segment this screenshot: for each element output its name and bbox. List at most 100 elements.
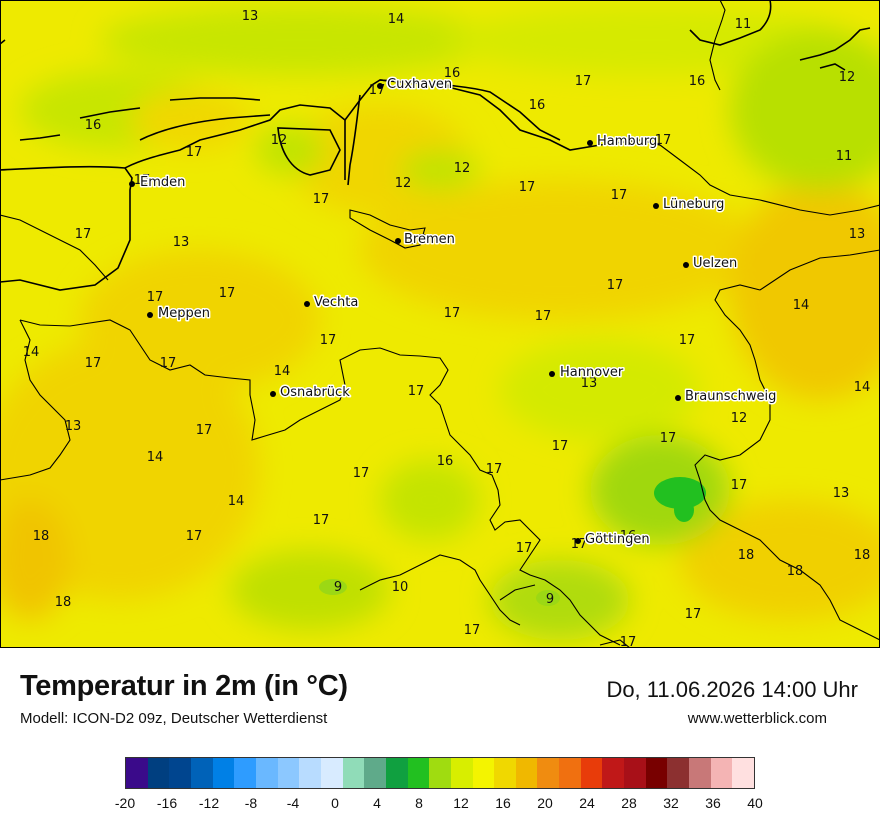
- legend-color-cell: [472, 758, 495, 788]
- map-footer: Temperatur in 2m (in °C) Modell: ICON-D2…: [0, 648, 880, 830]
- value-label: 16: [529, 98, 546, 113]
- legend-tick-label: 4: [373, 795, 381, 811]
- value-label: 18: [55, 595, 72, 610]
- value-label: 13: [849, 227, 866, 242]
- svg-text:Göttingen: Göttingen: [585, 532, 650, 547]
- legend-color-cell: [429, 758, 451, 788]
- legend-color-cell: [559, 758, 581, 788]
- value-label: 17: [660, 431, 677, 446]
- value-label: 14: [388, 12, 405, 27]
- legend-color-cell: [537, 758, 560, 788]
- value-label: 17: [313, 192, 330, 207]
- city-goettingen: Göttingen: [575, 531, 651, 549]
- value-label: 16: [444, 66, 461, 81]
- svg-text:Cuxhaven: Cuxhaven: [387, 77, 452, 92]
- value-label: 17: [611, 188, 628, 203]
- legend-color-cell: [624, 758, 646, 788]
- legend-color-cell: [277, 758, 300, 788]
- legend-tick-label: -12: [198, 795, 220, 811]
- value-label: 17: [160, 356, 177, 371]
- value-label: 17: [444, 306, 461, 321]
- value-label: 18: [787, 564, 804, 579]
- green-patches: [319, 477, 706, 606]
- value-label: 17: [620, 635, 637, 648]
- value-label: 17: [353, 466, 370, 481]
- city-dot-icon: [270, 391, 276, 397]
- legend-color-cell: [126, 758, 148, 788]
- cities: Cuxhaven Hamburg Emden Lüneburg Bremen U…: [129, 76, 778, 549]
- forecast-datetime: Do, 11.06.2026 14:00 Uhr: [606, 677, 858, 702]
- svg-text:Hannover: Hannover: [560, 365, 624, 380]
- value-label: 17: [571, 537, 588, 552]
- legend-color-cell: [450, 758, 473, 788]
- value-label: 17: [134, 173, 151, 188]
- legend-color-cell: [407, 758, 430, 788]
- legend-tick-label: 36: [705, 795, 721, 811]
- city-dot-icon: [653, 203, 659, 209]
- value-label: 13: [581, 376, 598, 391]
- legend-tick-label: 24: [579, 795, 595, 811]
- value-label: 16: [437, 454, 454, 469]
- legend-tick-label: 0: [331, 795, 339, 811]
- color-legend: [125, 757, 755, 789]
- value-label: 17: [147, 290, 164, 305]
- value-label: 14: [274, 364, 291, 379]
- city-dot-icon: [129, 181, 135, 187]
- value-label: 17: [607, 278, 624, 293]
- legend-color-cell: [234, 758, 256, 788]
- map-title: Temperatur in 2m (in °C): [20, 670, 348, 702]
- svg-text:Hamburg: Hamburg: [597, 134, 657, 149]
- value-label: 17: [85, 356, 102, 371]
- legend-color-cell: [667, 758, 690, 788]
- city-hannover: Hannover: [549, 364, 625, 382]
- legend-tick-label: -16: [156, 795, 178, 811]
- value-label: 12: [271, 133, 288, 148]
- value-label: 17: [731, 478, 748, 493]
- coastlines: [0, 0, 871, 291]
- legend-color-cell: [494, 758, 516, 788]
- svg-text:Vechta: Vechta: [314, 295, 358, 310]
- legend-tick-label: 12: [453, 795, 469, 811]
- legend-color-cell: [645, 758, 668, 788]
- value-label: 16: [689, 74, 706, 89]
- value-label: 17: [679, 333, 696, 348]
- value-label: 17: [685, 607, 702, 622]
- legend-color-cell: [169, 758, 191, 788]
- value-label: 12: [839, 70, 856, 85]
- legend-color-cell: [147, 758, 170, 788]
- value-label: 13: [65, 419, 82, 434]
- value-label: 17: [186, 529, 203, 544]
- value-label: 14: [228, 494, 245, 509]
- city-lueneburg: Lüneburg: [653, 196, 726, 214]
- value-label: 16: [85, 118, 102, 133]
- city-bremen: Bremen: [395, 231, 456, 249]
- value-label: 12: [731, 411, 748, 426]
- value-label: 11: [836, 149, 853, 164]
- value-label: 17: [196, 423, 213, 438]
- legend-tick-label: 32: [663, 795, 679, 811]
- city-dot-icon: [549, 371, 555, 377]
- legend-tick-label: -8: [244, 795, 258, 811]
- value-label: 14: [147, 450, 164, 465]
- legend-tick-label: 8: [415, 795, 423, 811]
- legend-tick-label: 40: [747, 795, 763, 811]
- svg-text:Uelzen: Uelzen: [693, 256, 737, 271]
- value-label: 17: [186, 145, 203, 160]
- legend-tick-label: -4: [286, 795, 300, 811]
- legend-color-cell: [364, 758, 386, 788]
- svg-text:Braunschweig: Braunschweig: [685, 389, 776, 404]
- value-label: 12: [454, 161, 471, 176]
- value-label: 17: [516, 541, 533, 556]
- state-borders: [0, 0, 880, 648]
- value-label: 17: [486, 462, 503, 477]
- legend-tick-label: 28: [621, 795, 637, 811]
- value-label: 17: [219, 286, 236, 301]
- city-dot-icon: [575, 538, 581, 544]
- value-label: 18: [854, 548, 871, 563]
- value-label: 17: [552, 439, 569, 454]
- temperature-field: [0, 5, 880, 640]
- legend-color-cell: [299, 758, 321, 788]
- legend-color-cell: [320, 758, 343, 788]
- value-label: 17: [408, 384, 425, 399]
- city-vechta: Vechta: [304, 294, 360, 312]
